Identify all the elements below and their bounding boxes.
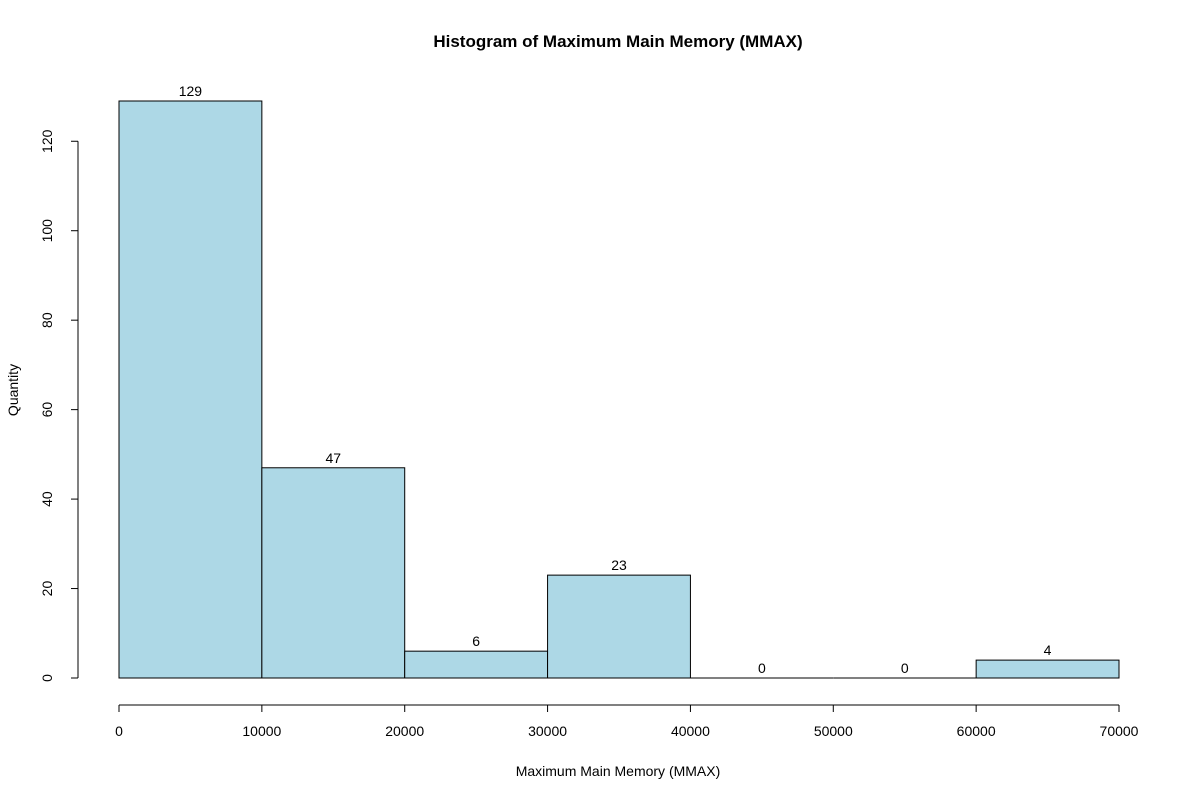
bars-group: 129 47 6 23 0 0 4: [118, 83, 1120, 679]
y-axis-label: Quantity: [5, 364, 21, 416]
chart-title: Histogram of Maximum Main Memory (MMAX): [433, 32, 802, 51]
x-tick-label: 50000: [814, 723, 853, 739]
bar-count-label: 6: [472, 633, 480, 649]
bar-count-label: 47: [325, 450, 341, 466]
y-tick-label: 0: [39, 674, 55, 682]
bar-count-label: 129: [179, 83, 203, 99]
x-tick-label: 10000: [242, 723, 281, 739]
x-tick-label: 20000: [385, 723, 424, 739]
histogram-bar: [404, 650, 549, 679]
bar-count-label: 0: [758, 660, 766, 676]
y-tick-label: 120: [39, 129, 55, 153]
y-tick-label: 100: [39, 219, 55, 243]
y-tick-label: 60: [39, 402, 55, 418]
histogram-bar: [975, 659, 1120, 679]
x-tick-label: 0: [115, 723, 123, 739]
x-tick-label: 70000: [1100, 723, 1139, 739]
bar-count-label: 0: [901, 660, 909, 676]
bar-count-label: 23: [611, 557, 627, 573]
x-tick-label: 60000: [957, 723, 996, 739]
y-tick-label: 20: [39, 581, 55, 597]
y-tick-label: 40: [39, 491, 55, 507]
x-tick-label: 40000: [671, 723, 710, 739]
x-tick-label: 30000: [528, 723, 567, 739]
histogram-bar: [118, 100, 263, 679]
y-axis: 0 20 40 60 80 100 120: [39, 129, 79, 682]
bar-count-label: 4: [1044, 642, 1052, 658]
histogram-bar: [547, 574, 691, 679]
x-axis: 0 10000 20000 30000 40000 50000 60000 70000: [115, 704, 1139, 739]
x-axis-label: Maximum Main Memory (MMAX): [516, 763, 721, 779]
histogram-bar: [261, 467, 406, 679]
y-tick-label: 80: [39, 312, 55, 328]
